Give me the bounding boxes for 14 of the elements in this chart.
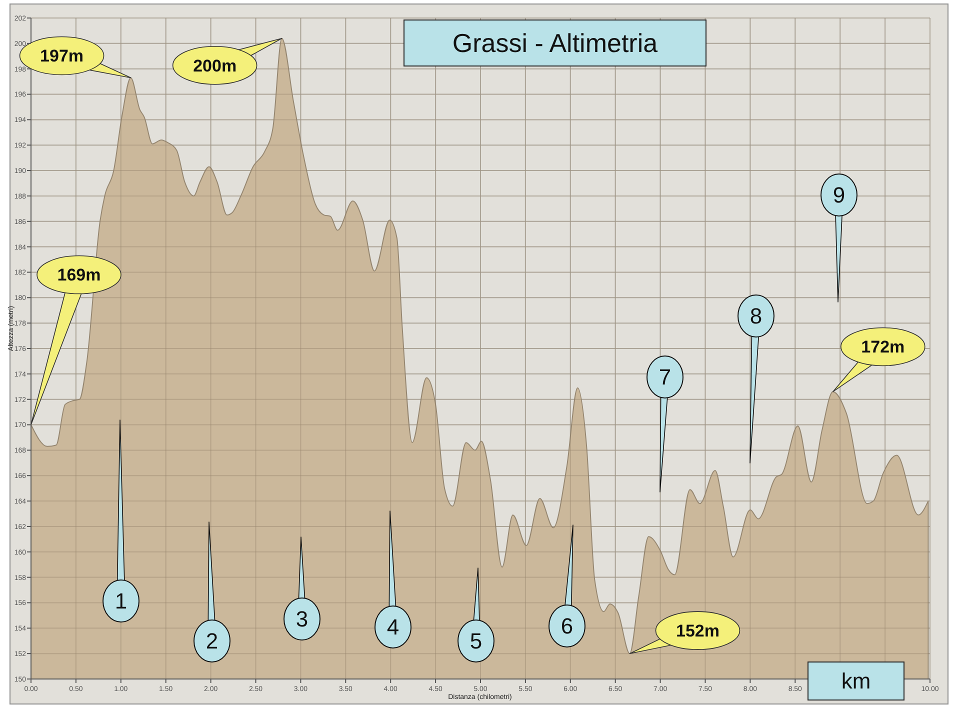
annotation: 2 bbox=[206, 628, 218, 654]
chart-title: Grassi - Altimetria bbox=[452, 28, 658, 58]
annotation: 1 bbox=[114, 588, 128, 614]
annotation: 3 bbox=[296, 606, 308, 632]
annotation: 6 bbox=[560, 614, 574, 639]
annotation: 169m bbox=[57, 266, 101, 285]
annotation: 7 bbox=[658, 364, 672, 390]
annotation: 4 bbox=[386, 614, 400, 640]
annotation: 200m bbox=[193, 56, 237, 76]
annotation: km bbox=[841, 668, 871, 694]
annotation: 172m bbox=[861, 338, 905, 357]
annotation: 8 bbox=[750, 304, 762, 329]
annotation: 9 bbox=[832, 182, 846, 208]
annotation: 5 bbox=[470, 628, 482, 654]
